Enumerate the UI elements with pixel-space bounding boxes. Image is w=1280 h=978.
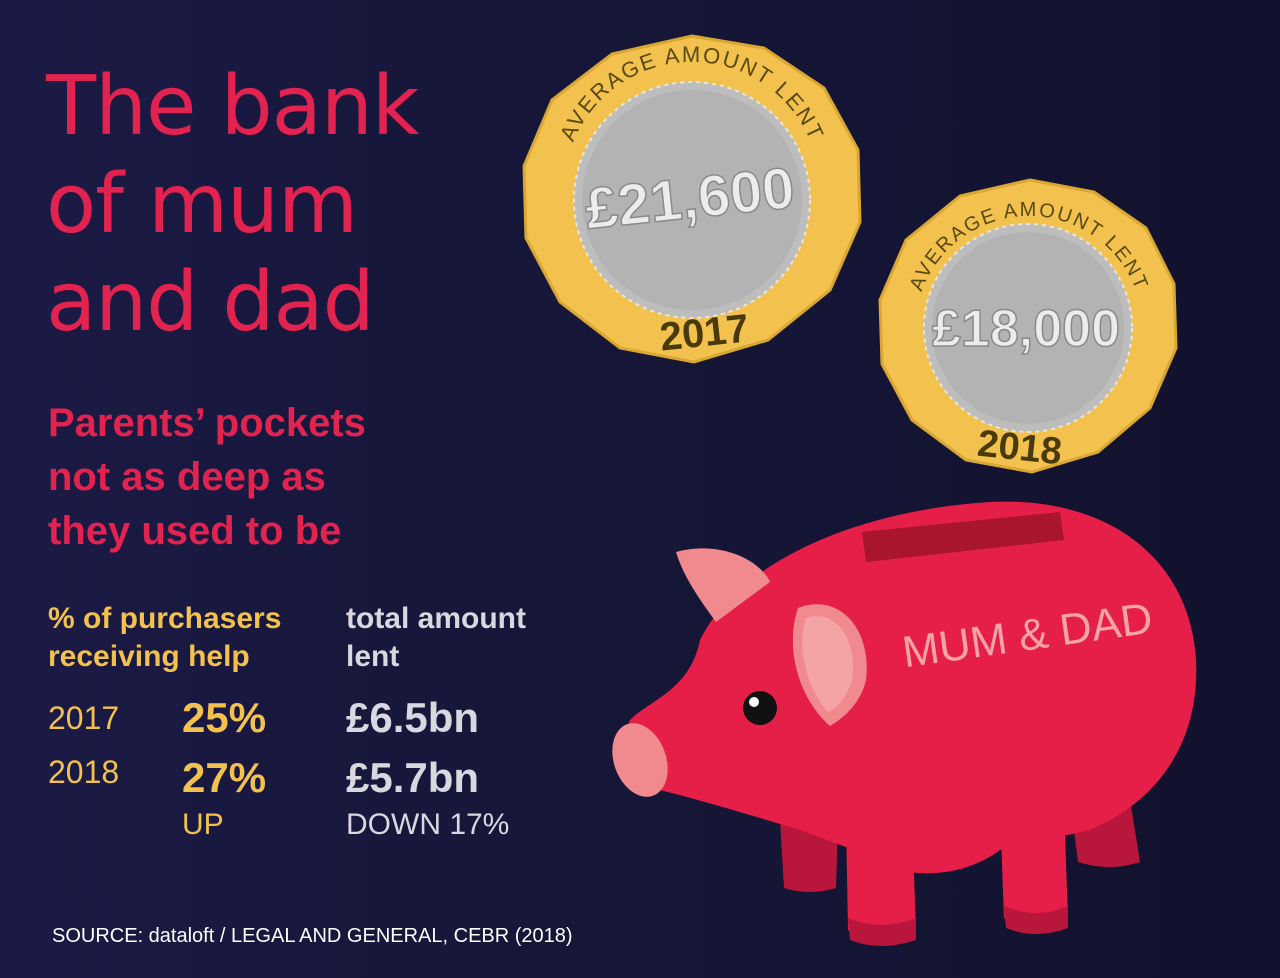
title-line-3: and dad [46,255,375,350]
coin-2018-year: 2018 [975,423,1063,474]
pig-coin-slot [862,512,1064,562]
pig-ear-front-inner [802,616,853,712]
purchasers-help-header: % of purchasers receiving help [48,600,281,676]
infographic-subtitle: Parents’ pockets not as deep as they use… [48,396,366,558]
amount-header-line-2: lent [346,640,400,673]
coin-2018: AVERAGE AMOUNT LENT £18,000 2018 [878,178,1178,474]
subtitle-line-3: they used to be [48,509,342,553]
subtitle-line-2: not as deep as [48,455,326,499]
title-line-1: The bank [46,59,419,154]
purchasers-header-line-1: % of purchasers [48,602,282,635]
pig-eye [743,691,777,725]
pig-snout [612,723,668,797]
title-line-2: of mum [46,157,358,252]
amount-2018: £5.7bn [346,754,480,801]
year-2017: 2017 [48,700,120,736]
coin-2018-shade [932,232,1124,424]
year-2018: 2018 [48,754,120,790]
amount-lent-header: total amount lent [346,600,526,676]
pig-body [626,501,1197,874]
amount-header-line-1: total amount [346,602,526,635]
pct-2017: 25% [182,694,267,741]
pct-change-note: UP [182,808,224,841]
pct-2018: 27% [182,754,267,801]
pig-ear-back [676,548,770,622]
coin-2018-value: £18,000 [932,300,1120,358]
amount-2017: £6.5bn [346,694,480,741]
source-credit: SOURCE: dataloft / LEGAL AND GENERAL, CE… [52,925,573,947]
pig-front-leg-left [846,820,916,937]
pig-hoof-left [848,918,916,946]
pig-front-leg-right [1000,808,1068,925]
coin-2017: AVERAGE AMOUNT LENT £21,600 2017 [522,34,862,364]
pig-hoof-right [1004,906,1068,934]
piggy-bank: MUM & DAD [612,501,1197,946]
coin-2017-year: 2017 [658,306,751,359]
coin-2017-shade [582,90,802,310]
infographic-title: The bank of mum and dad [46,58,419,352]
subtitle-line-1: Parents’ pockets [48,401,366,445]
purchasers-header-line-2: receiving help [48,640,250,673]
amount-change-note: DOWN 17% [346,808,510,841]
pig-eye-highlight [749,697,759,707]
